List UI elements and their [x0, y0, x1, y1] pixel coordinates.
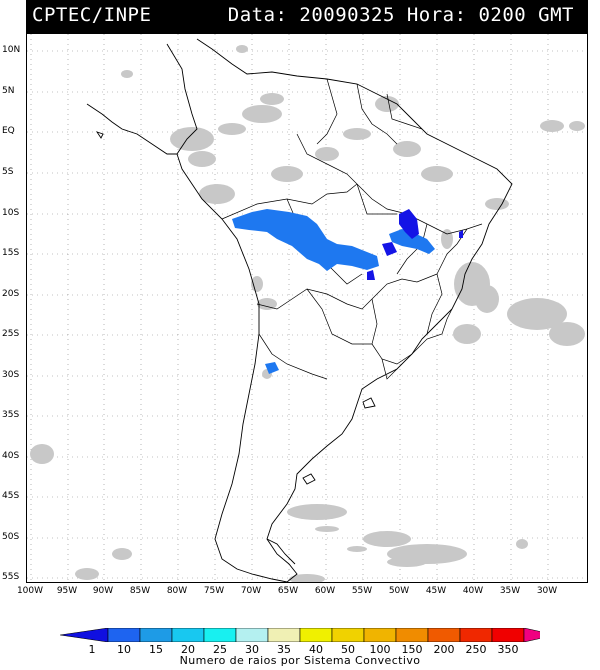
lon-label: 60W: [314, 586, 336, 596]
colorbar-segment: [299, 628, 333, 642]
lat-label: 25S: [2, 329, 20, 339]
lat-label: 30S: [2, 370, 20, 380]
title-bar: CPTEC/INPE Data: 20090325 Hora: 0200 GMT: [26, 0, 588, 33]
colorbar-segment: [331, 628, 365, 642]
colorbar-tick-label: 20: [181, 643, 195, 656]
colorbar-tick-label: 35: [277, 643, 291, 656]
colorbar-segment: [60, 628, 109, 642]
colorbar-tick-label: 250: [465, 643, 487, 656]
colorbar: [60, 628, 540, 642]
colorbar-segment: [395, 628, 429, 642]
colorbar-segment: [139, 628, 173, 642]
lon-label: 80W: [166, 586, 188, 596]
date-time-label: Data: 20090325 Hora: 0200 GMT: [227, 4, 574, 26]
lon-label: 45W: [425, 586, 447, 596]
lon-label: 40W: [462, 586, 484, 596]
lon-label: 70W: [240, 586, 262, 596]
colorbar-tick-label: 150: [401, 643, 423, 656]
coastline: [86, 38, 513, 582]
colorbar-tick-label: 15: [149, 643, 163, 656]
colorbar-segment: [523, 628, 540, 642]
lon-label: 50W: [388, 586, 410, 596]
colorbar-tick-label: 50: [341, 643, 355, 656]
cloud-cover: [30, 45, 585, 582]
lat-label: 10S: [2, 208, 20, 218]
colorbar-segment: [171, 628, 205, 642]
colorbar-tick-label: 10: [117, 643, 131, 656]
lon-label: 100W: [16, 586, 44, 596]
lon-label: 30W: [536, 586, 558, 596]
lat-label: 5S: [2, 167, 14, 177]
colorbar-title: Numero de raios por Sistema Convectivo: [179, 654, 421, 667]
colorbar-tick-label: 30: [245, 643, 259, 656]
colorbar-tick-label: 1: [88, 643, 96, 656]
lat-label: 40S: [2, 451, 20, 461]
colorbar-tick-label: 350: [497, 643, 519, 656]
lat-label: 15S: [2, 248, 20, 258]
colorbar-segment: [107, 628, 141, 642]
map-canvas: [27, 34, 587, 582]
colorbar-segment: [235, 628, 269, 642]
colorbar-segment: [491, 628, 525, 642]
convective-systems: [232, 209, 463, 374]
map-panel: [26, 33, 588, 583]
lat-label: 50S: [2, 532, 20, 542]
colorbar-segment: [267, 628, 301, 642]
lon-label: 65W: [277, 586, 299, 596]
lon-label: 95W: [56, 586, 78, 596]
lon-label: 90W: [92, 586, 114, 596]
lat-label: 10N: [2, 45, 21, 55]
graticule: [27, 34, 587, 582]
lat-label: EQ: [2, 126, 15, 136]
lon-label: 85W: [129, 586, 151, 596]
lat-label: 35S: [2, 410, 20, 420]
colorbar-segment: [459, 628, 493, 642]
colorbar-tick-label: 200: [433, 643, 455, 656]
lon-label: 35W: [499, 586, 521, 596]
colorbar-segment: [427, 628, 461, 642]
colorbar-tick-label: 100: [369, 643, 391, 656]
lat-label: 5N: [2, 86, 15, 96]
lat-label: 20S: [2, 289, 20, 299]
lat-label: 55S: [2, 572, 20, 582]
colorbar-segment: [363, 628, 397, 642]
colorbar-tick-label: 25: [213, 643, 227, 656]
colorbar-segment: [203, 628, 237, 642]
lat-label: 45S: [2, 491, 20, 501]
lon-label: 75W: [203, 586, 225, 596]
colorbar-tick-label: 40: [309, 643, 323, 656]
colorbar-segments: [60, 628, 540, 642]
source-label: CPTEC/INPE: [32, 4, 152, 26]
lon-label: 55W: [351, 586, 373, 596]
